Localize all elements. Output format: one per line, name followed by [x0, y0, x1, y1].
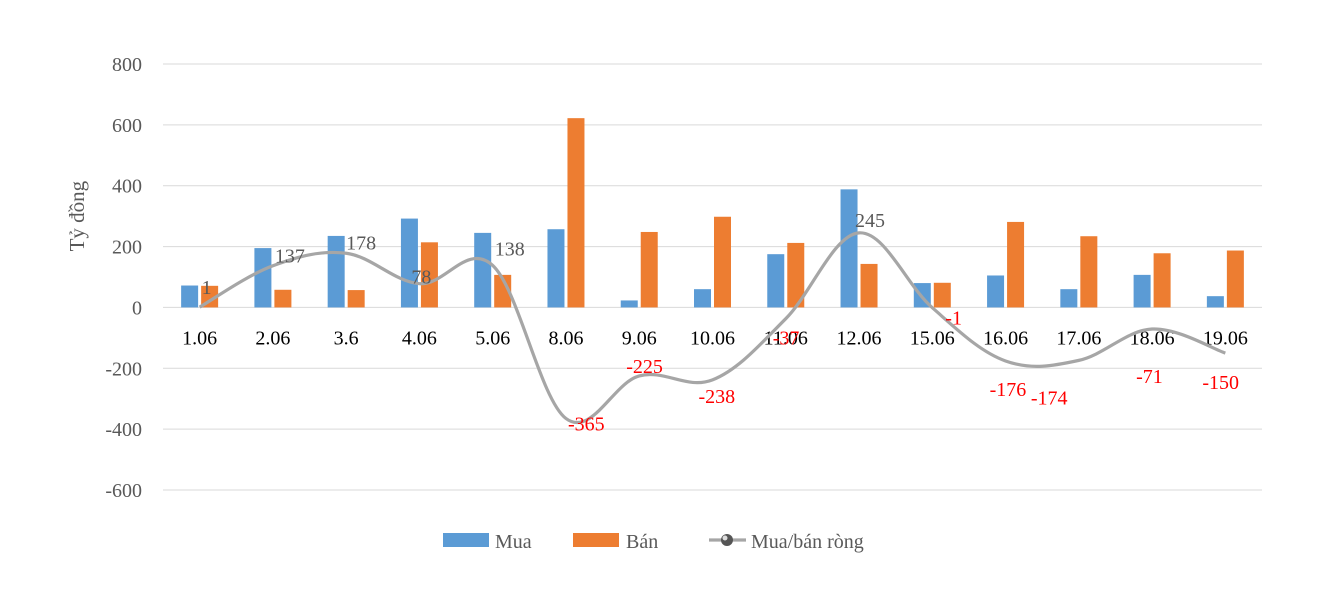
x-tick-label: 11.06 [764, 327, 808, 349]
net-data-label: -150 [1202, 372, 1239, 394]
y-tick-label: -200 [105, 358, 142, 380]
legend: Mua Bán Mua/bán ròng [443, 531, 864, 553]
bar-ban [494, 274, 512, 308]
y-axis-label: Tỷ đồng [65, 180, 89, 251]
bar-ban [933, 282, 951, 308]
bar-ban [567, 118, 585, 308]
legend-marker-highlight [722, 535, 728, 541]
net-data-label: 137 [275, 246, 305, 268]
bar-mua [1206, 296, 1224, 308]
bar-ban [1080, 236, 1098, 308]
net-data-label: 245 [855, 210, 885, 232]
bar-ban [420, 242, 438, 308]
bar-ban [714, 216, 731, 308]
net-data-label: 138 [495, 238, 525, 260]
bar-ban [274, 289, 292, 308]
bar-mua [181, 285, 199, 308]
bar-mua [400, 218, 418, 308]
y-axis-ticks: 800 600 400 200 0 -200 -400 -600 [105, 54, 142, 502]
net-data-label: -238 [699, 386, 736, 408]
bar-mua [547, 229, 565, 308]
y-tick-label: 0 [132, 297, 142, 319]
net-data-label: 1 [202, 277, 212, 299]
y-tick-label: 400 [112, 176, 142, 198]
x-axis-ticks: 1.06 2.06 3.6 4.06 5.06 8.06 9.06 10.06 11.06 12.… [182, 327, 1248, 349]
x-tick-label: 15.06 [910, 327, 955, 349]
x-tick-label: 16.06 [983, 327, 1028, 349]
x-tick-label: 3.6 [334, 327, 359, 349]
legend-label-mua: Mua [495, 531, 532, 553]
x-tick-label: 19.06 [1203, 327, 1248, 349]
bar-mua [327, 235, 345, 308]
y-tick-label: -400 [105, 419, 142, 441]
x-tick-label: 1.06 [182, 327, 217, 349]
bars [181, 118, 1244, 308]
net-data-label: 78 [411, 267, 431, 289]
net-data-label: -71 [1136, 366, 1163, 388]
bar-mua [840, 189, 858, 308]
y-tick-label: 800 [112, 54, 142, 76]
bar-ban [1153, 253, 1171, 308]
x-tick-label: 10.06 [690, 327, 735, 349]
gridlines [163, 63, 1262, 491]
bar-ban [1226, 250, 1244, 308]
x-tick-label: 9.06 [622, 327, 657, 349]
net-data-label: -225 [626, 356, 663, 378]
bar-ban [1007, 221, 1025, 308]
legend-swatch-mua [443, 533, 489, 547]
net-data-label: -176 [990, 379, 1027, 401]
y-tick-label: 600 [112, 115, 142, 137]
bar-mua [620, 300, 638, 308]
bar-mua [987, 275, 1005, 308]
bar-mua [1060, 289, 1078, 308]
bar-ban [640, 231, 658, 308]
bar-ban [787, 242, 805, 308]
bar-mua [254, 248, 272, 308]
bar-mua [474, 232, 492, 308]
bar-mua [1133, 274, 1151, 308]
net-data-label: -1 [945, 308, 962, 330]
net-data-label: -37 [773, 328, 800, 350]
net-data-label: 178 [346, 232, 376, 254]
x-tick-label: 18.06 [1130, 327, 1175, 349]
bar-ban [860, 263, 878, 308]
net-line [198, 231, 1226, 424]
x-tick-label: 4.06 [402, 327, 437, 349]
bar-ban [347, 290, 365, 308]
y-tick-label: 200 [112, 237, 142, 259]
x-tick-label: 5.06 [475, 327, 510, 349]
x-tick-label: 8.06 [548, 327, 583, 349]
x-tick-label: 12.06 [837, 327, 882, 349]
x-tick-label: 2.06 [255, 327, 290, 349]
legend-label-net: Mua/bán ròng [751, 531, 864, 553]
y-tick-label: -600 [105, 480, 142, 502]
data-labels: 1 137 178 78 138 -365 -225 -238 -37 245 -1 -176 -174… [202, 210, 1239, 436]
net-data-label: -174 [1031, 387, 1068, 409]
bar-mua [694, 289, 711, 308]
x-tick-label: 17.06 [1056, 327, 1101, 349]
legend-marker-net [721, 534, 733, 546]
bar-mua [767, 254, 785, 308]
legend-label-ban: Bán [626, 531, 658, 553]
legend-swatch-ban [573, 533, 619, 547]
net-data-label: -365 [568, 413, 605, 435]
